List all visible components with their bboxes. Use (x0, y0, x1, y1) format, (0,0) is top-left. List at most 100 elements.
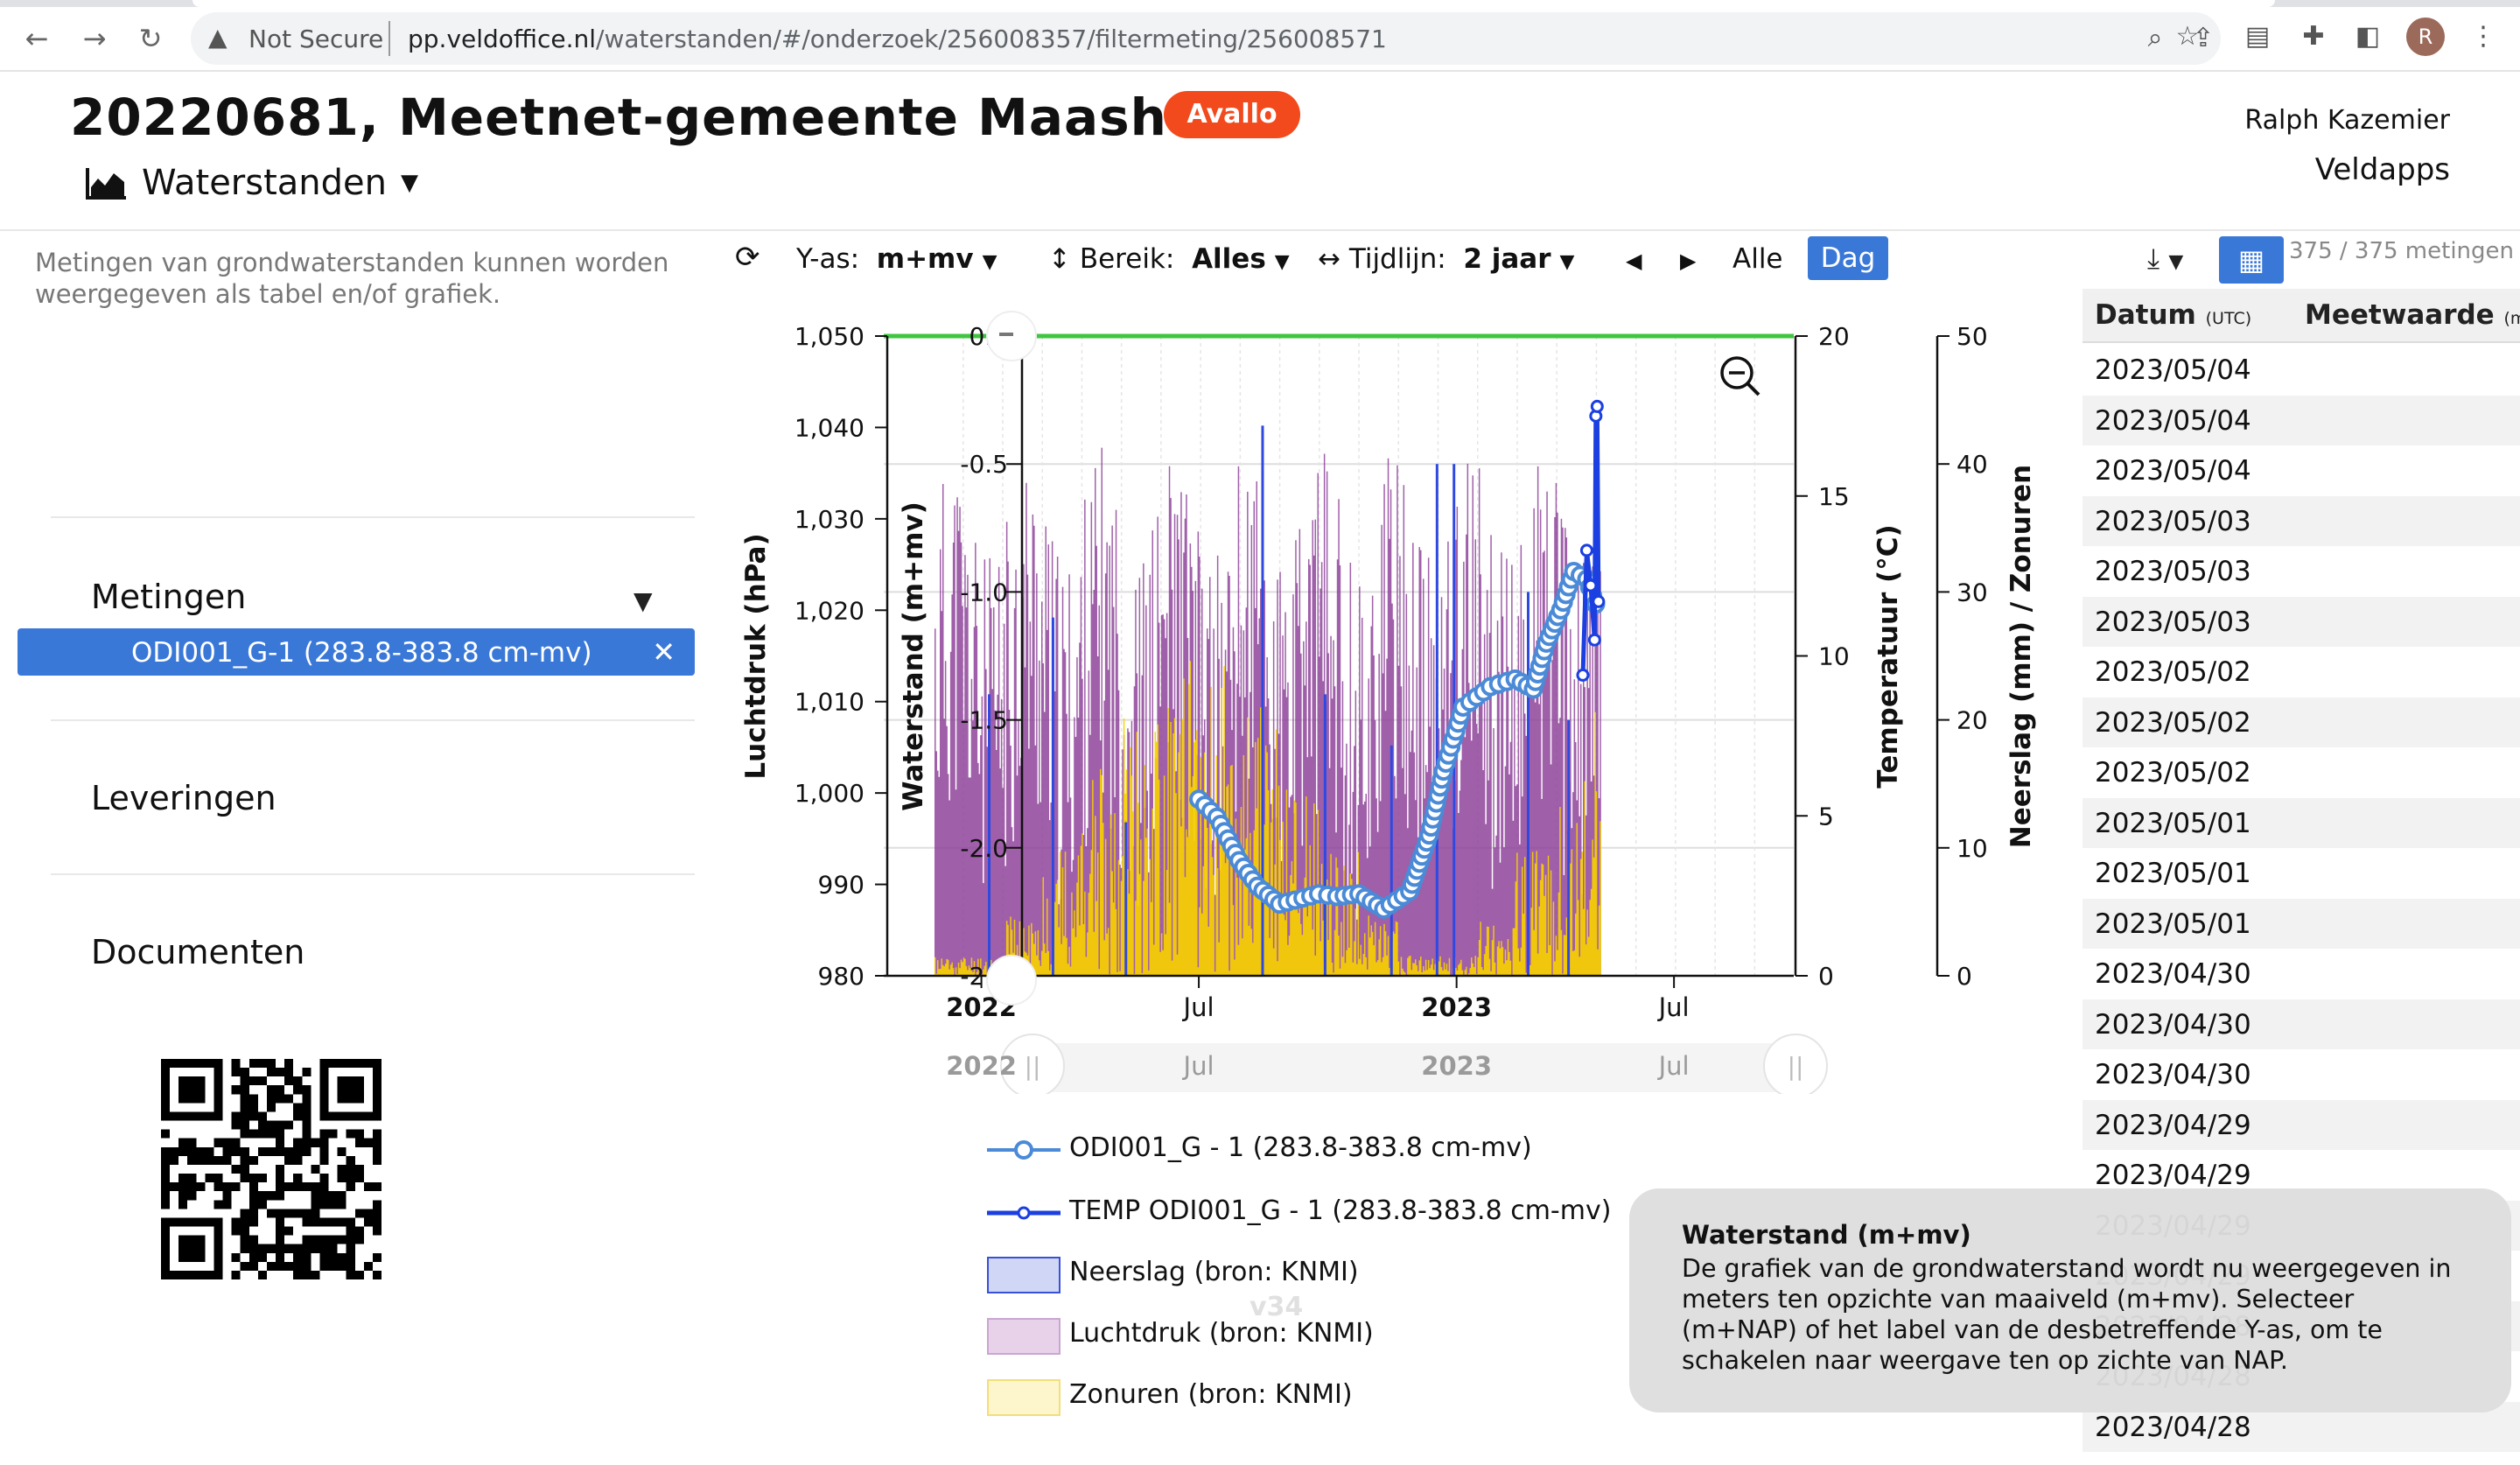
tooltip-body: De grafiek van de grondwaterstand wordt … (1682, 1254, 2452, 1375)
waterstand-axis-title[interactable]: Waterstand (m+mv) (898, 501, 929, 811)
temperatuur-tick-label: 10 (1818, 642, 1850, 671)
svg-text:||: || (1788, 1052, 1804, 1081)
navigator-handle-left[interactable] (1000, 1034, 1065, 1094)
temperatuur-axis-title[interactable]: Temperatuur (°C) (1872, 524, 1904, 788)
navigator-tick-label: Jul (1182, 1051, 1214, 1081)
temperature-point[interactable] (1579, 543, 1593, 557)
legend-swatch (987, 1140, 1060, 1160)
download-icon[interactable]: ⤓ ▼ (2147, 242, 2184, 275)
module-dropdown[interactable]: Waterstanden ▼ (86, 163, 418, 203)
table-row[interactable]: 2023/05/03 (2082, 546, 2520, 597)
table-cell-date: 2023/05/03 (2095, 505, 2251, 537)
neerslag-axis-title[interactable]: Neerslag (mm) / Zonuren (2006, 465, 2037, 848)
day-button[interactable]: Dag (1808, 236, 1888, 280)
table-row[interactable]: 2023/05/02 (2082, 747, 2520, 798)
navigator-handle-right[interactable] (1763, 1034, 1828, 1094)
navigator[interactable] (1032, 1043, 1802, 1092)
section-documenten[interactable]: Documenten (91, 933, 305, 971)
table-row[interactable]: 2023/05/01 (2082, 797, 2520, 848)
temperatuur-tick-label: 5 (1818, 802, 1834, 831)
table-row[interactable]: 2023/05/04 (2082, 345, 2520, 396)
navigator-tick-label: 2022 (946, 1051, 1017, 1081)
refresh-icon[interactable]: ⟳ (735, 240, 760, 275)
table-row[interactable]: 2023/05/04 (2082, 395, 2520, 445)
neerslag-bar (1567, 719, 1571, 976)
warning-icon: ▲ (208, 23, 228, 52)
address-bar[interactable]: ▲ Not Secure pp.veldoffice.nl/waterstand… (191, 12, 2221, 65)
x-tick-label: Jul (1182, 992, 1214, 1022)
temperature-point[interactable] (1584, 578, 1598, 592)
temperature-point[interactable] (1587, 633, 1601, 647)
section-leveringen[interactable]: Leveringen (91, 779, 276, 817)
table-row[interactable]: 2023/05/04 (2082, 445, 2520, 496)
zoom-out-icon[interactable] (1720, 356, 1754, 389)
table-row[interactable]: 2023/04/30 (2082, 949, 2520, 999)
temperature-point[interactable] (1576, 668, 1590, 682)
table-row[interactable]: 2023/05/01 (2082, 898, 2520, 949)
legend-label: Neerslag (bron: KNMI) (1069, 1257, 1359, 1287)
col-value-header[interactable]: Meetwaarde (m+NAP) (2305, 299, 2520, 331)
user-name[interactable]: Ralph Kazemier (2244, 105, 2450, 136)
temperature-point[interactable] (1590, 399, 1604, 413)
forward-icon[interactable]: → (82, 22, 107, 55)
org-name[interactable]: Veldapps (2314, 152, 2450, 187)
table-cell-date: 2023/05/01 (2095, 807, 2251, 839)
chart-legend: ODI001_G - 1 (283.8-383.8 cm-mv) TEMP ODI… (987, 1129, 1722, 1444)
range-dropdown[interactable]: ↕ Bereik: Alles ▼ (1048, 243, 1290, 275)
reload-icon[interactable]: ↻ (138, 22, 163, 55)
chevron-down-icon[interactable]: ▼ (634, 586, 653, 615)
table-row[interactable]: 2023/05/02 (2082, 697, 2520, 747)
zoom-icon[interactable]: ⌕ (2147, 23, 2163, 53)
table-row[interactable]: 2023/05/03 (2082, 495, 2520, 546)
luchtdruk-tick-label: 990 (818, 871, 864, 900)
legend-label: ODI001_G - 1 (283.8-383.8 cm-mv) (1069, 1132, 1532, 1163)
section-metingen[interactable]: Metingen (91, 578, 247, 616)
menu-dots-icon[interactable]: ⋮ (2470, 21, 2496, 52)
neerslag-tick-label: 0 (1956, 962, 1972, 991)
all-button[interactable]: Alle (1732, 243, 1783, 275)
bookmark-star-icon[interactable]: ☆ (2175, 21, 2200, 52)
axis-tooltip: Waterstand (m+mv) De grafiek van de gron… (1629, 1188, 2511, 1412)
reader-icon[interactable]: ▤ (2244, 21, 2271, 52)
table-row[interactable]: 2023/04/30 (2082, 1049, 2520, 1100)
extensions-icon[interactable]: ✚ (2302, 21, 2325, 52)
table-row[interactable]: 2023/04/30 (2082, 999, 2520, 1049)
waterstand-chart[interactable]: 1,0501,0401,0301,0201,0101,0009909800.0-… (718, 289, 2082, 1094)
back-icon[interactable]: ← (24, 22, 49, 55)
profile-avatar[interactable]: R (2406, 18, 2445, 56)
timeline-dropdown[interactable]: ↔ Tijdlijn: 2 jaar ▼ (1318, 243, 1575, 275)
module-label: Waterstanden (142, 163, 387, 203)
table-row[interactable]: 2023/04/29 (2082, 1150, 2520, 1201)
share-icon[interactable]: ⇪ (2192, 23, 2215, 53)
table-cell-date: 2023/04/30 (2095, 1059, 2251, 1090)
table-row[interactable]: 2023/04/29 (2082, 1099, 2520, 1150)
table-row[interactable]: 2023/05/03 (2082, 596, 2520, 647)
luchtdruk-axis-title[interactable]: Luchtdruk (hPa) (740, 533, 772, 779)
chevron-down-icon: ▼ (400, 170, 418, 196)
measurement-count: 375 / 375 metingen (2289, 238, 2515, 264)
range-handle-bottom[interactable] (986, 955, 1037, 1006)
waterstand-tick-label: -2.0 (960, 834, 1008, 863)
waterstand-tick-label: -1.5 (960, 706, 1008, 735)
next-icon[interactable]: ▶ (1680, 249, 1697, 273)
close-icon[interactable]: ✕ (652, 635, 676, 669)
table-row[interactable]: 2023/05/01 (2082, 848, 2520, 899)
neerslag-tick-label: 40 (1956, 450, 1988, 479)
prev-icon[interactable]: ◀ (1626, 249, 1642, 273)
luchtdruk-tick-label: 1,010 (794, 688, 864, 717)
table-view-button[interactable]: ▦ (2219, 236, 2284, 284)
table-cell-date: 2023/05/03 (2095, 556, 2251, 587)
x-tick-label: Jul (1657, 992, 1690, 1022)
neerslag-tick-label: 50 (1956, 322, 1988, 351)
selected-measurement[interactable]: ODI001_G-1 (283.8-383.8 cm-mv) ✕ (18, 628, 695, 676)
col-date-header[interactable]: Datum (UTC) (2095, 299, 2252, 331)
neerslag-bar (1435, 464, 1438, 976)
temperature-point[interactable] (1592, 594, 1606, 608)
sidepanel-icon[interactable]: ◧ (2355, 21, 2381, 52)
yaxis-dropdown[interactable]: Y-as: m+mv ▼ (796, 243, 998, 275)
navigator-tick-label: Jul (1657, 1051, 1690, 1081)
table-row[interactable]: 2023/05/02 (2082, 647, 2520, 697)
table-cell-date: 2023/05/04 (2095, 455, 2251, 487)
legend-swatch (987, 1318, 1060, 1355)
legend-label: Zonuren (bron: KNMI) (1069, 1379, 1353, 1410)
